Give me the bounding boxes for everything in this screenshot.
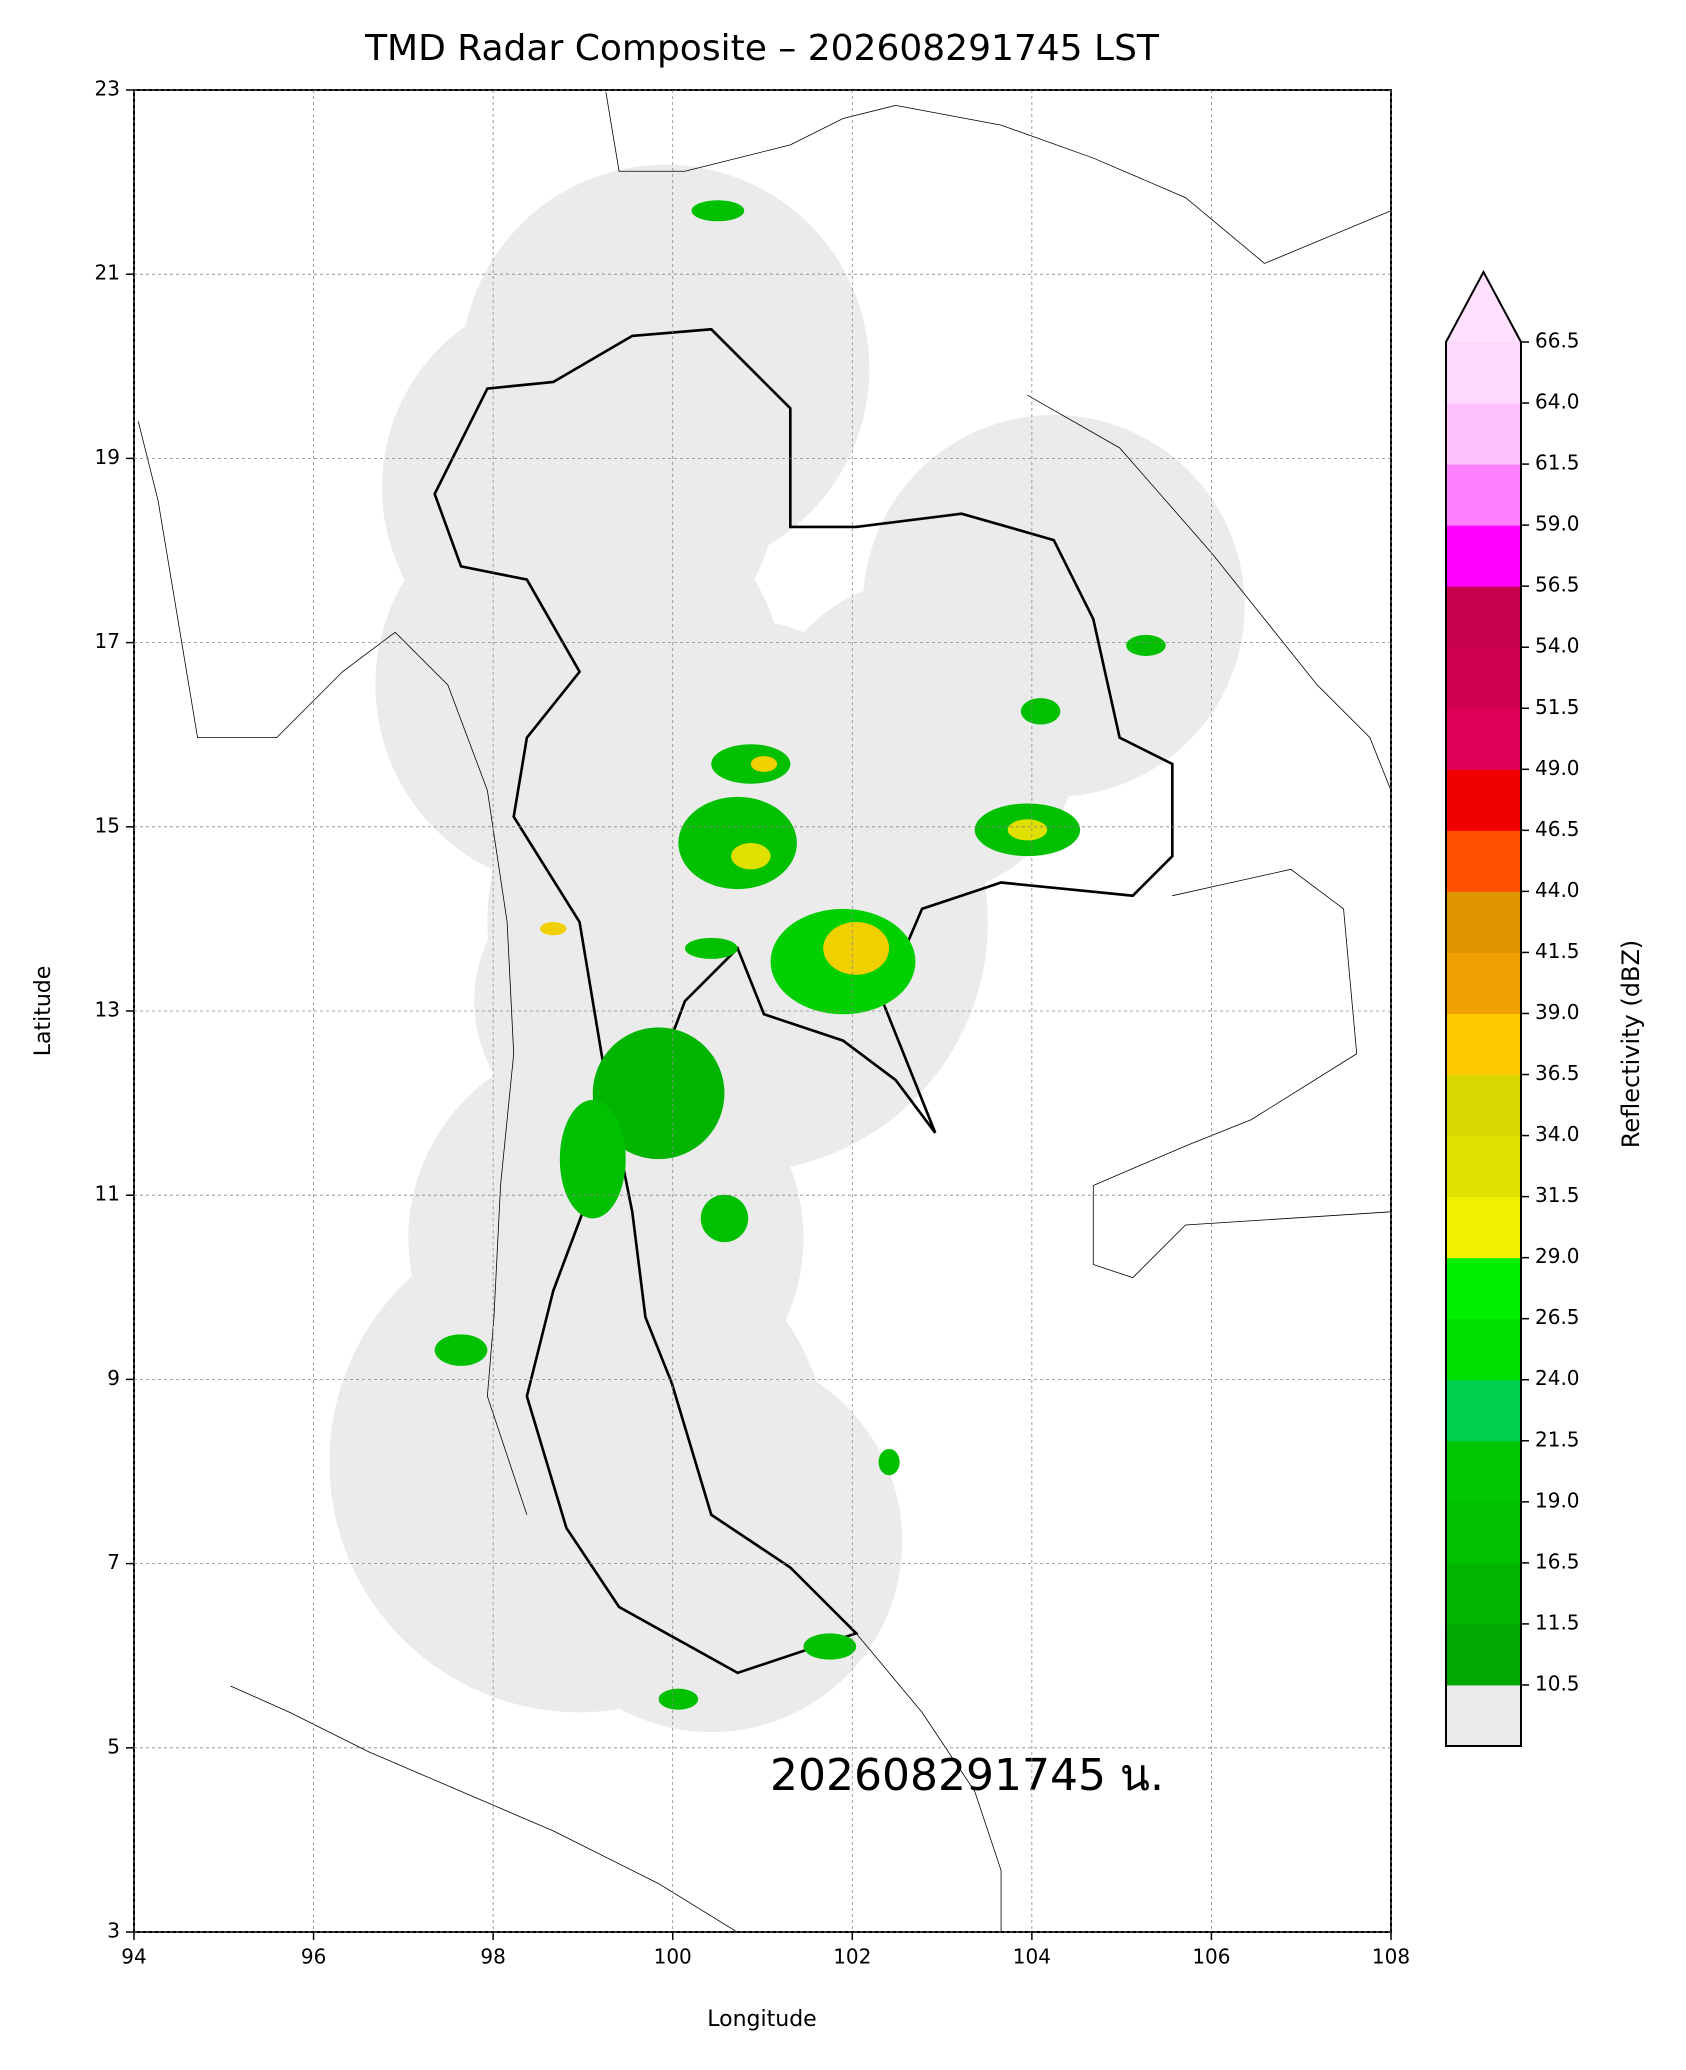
x-tick-label: 98	[480, 1945, 505, 1969]
colorbar-tick-label: 49.0	[1535, 756, 1580, 780]
map-layer	[137, 92, 1391, 1932]
colorbar-band	[1446, 1440, 1521, 1503]
y-tick-label: 15	[95, 813, 120, 837]
colorbar-band	[1446, 769, 1521, 831]
colorbar-band	[1446, 1135, 1521, 1198]
y-tick-label: 19	[95, 445, 120, 469]
colorbar-tick-label: 34.0	[1535, 1122, 1580, 1146]
colorbar-tick-label: 39.0	[1535, 1000, 1580, 1024]
y-tick-label: 13	[95, 998, 120, 1022]
x-tick-label: 106	[1192, 1945, 1230, 1969]
colorbar-tick-label: 26.5	[1535, 1305, 1580, 1329]
colorbar-band	[1446, 1379, 1521, 1442]
y-tick-label: 3	[107, 1919, 120, 1943]
colorbar-band	[1446, 647, 1521, 709]
y-tick-label: 21	[95, 261, 120, 285]
colorbar-tick-label: 41.5	[1535, 939, 1580, 963]
colorbar-band	[1446, 586, 1521, 648]
x-tick-label: 104	[1013, 1945, 1051, 1969]
colorbar-tick-label: 31.5	[1535, 1183, 1580, 1207]
colorbar-tick-label: 21.5	[1535, 1427, 1580, 1451]
y-tick-label: 5	[107, 1734, 120, 1758]
y-axis-label: Latitude	[31, 966, 56, 1057]
radar-coverage	[329, 164, 1245, 1733]
x-tick-label: 102	[833, 1945, 871, 1969]
colorbar-label: Reflectivity (dBZ)	[1617, 940, 1645, 1149]
map-background	[137, 92, 1391, 1932]
title: TMD Radar Composite – 202608291745 LST	[364, 28, 1160, 69]
colorbar-band	[1446, 1257, 1521, 1320]
colorbar-tick-label: 19.0	[1535, 1488, 1580, 1512]
colorbar-band	[1446, 1562, 1521, 1625]
colorbar-tick-label: 54.0	[1535, 634, 1580, 658]
colorbar-band	[1446, 1074, 1521, 1137]
x-tick-label: 108	[1372, 1945, 1410, 1969]
y-tick-label: 11	[95, 1182, 120, 1206]
colorbar-band	[1446, 891, 1521, 953]
colorbar-band	[1446, 708, 1521, 770]
colorbar-band	[1446, 525, 1521, 587]
colorbar-tick-label: 64.0	[1535, 390, 1580, 414]
colorbar-tick-label: 46.5	[1535, 817, 1580, 841]
x-tick-label: 96	[301, 1945, 326, 1969]
colorbar-band	[1446, 1623, 1521, 1686]
colorbar-band	[1446, 952, 1521, 1014]
y-tick-label: 23	[95, 77, 120, 101]
colorbar-tick-label: 16.5	[1535, 1549, 1580, 1573]
colorbar-tick-label: 61.5	[1535, 451, 1580, 475]
colorbar-band	[1446, 464, 1521, 526]
colorbar-tick-label: 44.0	[1535, 878, 1580, 902]
colorbar-tick-label: 56.5	[1535, 573, 1580, 597]
colorbar-tick-label: 36.5	[1535, 1061, 1580, 1085]
colorbar-band	[1446, 342, 1521, 404]
x-tick-label: 100	[654, 1945, 692, 1969]
colorbar-frame	[1445, 269, 1522, 1747]
colorbar-tick-label: 51.5	[1535, 695, 1580, 719]
colorbar-tick-label: 24.0	[1535, 1366, 1580, 1390]
colorbar-tick-label: 59.0	[1535, 512, 1580, 536]
colorbar-band	[1446, 1501, 1521, 1564]
echoes	[434, 200, 1166, 1710]
colorbar-band	[1446, 403, 1521, 465]
colorbar-extension	[1446, 272, 1521, 342]
coastlines	[137, 92, 1391, 1932]
x-tick-label: 94	[121, 1945, 146, 1969]
colorbar-under	[1446, 1684, 1521, 1746]
y-tick-label: 9	[107, 1366, 120, 1390]
colorbar-band	[1446, 1013, 1521, 1076]
colorbar-tick-label: 29.0	[1535, 1244, 1580, 1268]
x-axis-label: Longitude	[707, 2007, 816, 2032]
colorbar-tick-label: 11.5	[1535, 1610, 1580, 1634]
annotation: 202608291745 น.	[770, 1750, 1164, 1801]
colorbar-band	[1446, 1318, 1521, 1381]
colorbar-tick-label: 10.5	[1535, 1671, 1580, 1695]
country-border	[433, 327, 1174, 1675]
y-tick-label: 17	[95, 629, 120, 653]
colorbar-tick-label: 66.5	[1535, 329, 1580, 353]
colorbar-band	[1446, 830, 1521, 892]
y-tick-label: 7	[107, 1550, 120, 1574]
colorbar-band	[1446, 1196, 1521, 1259]
